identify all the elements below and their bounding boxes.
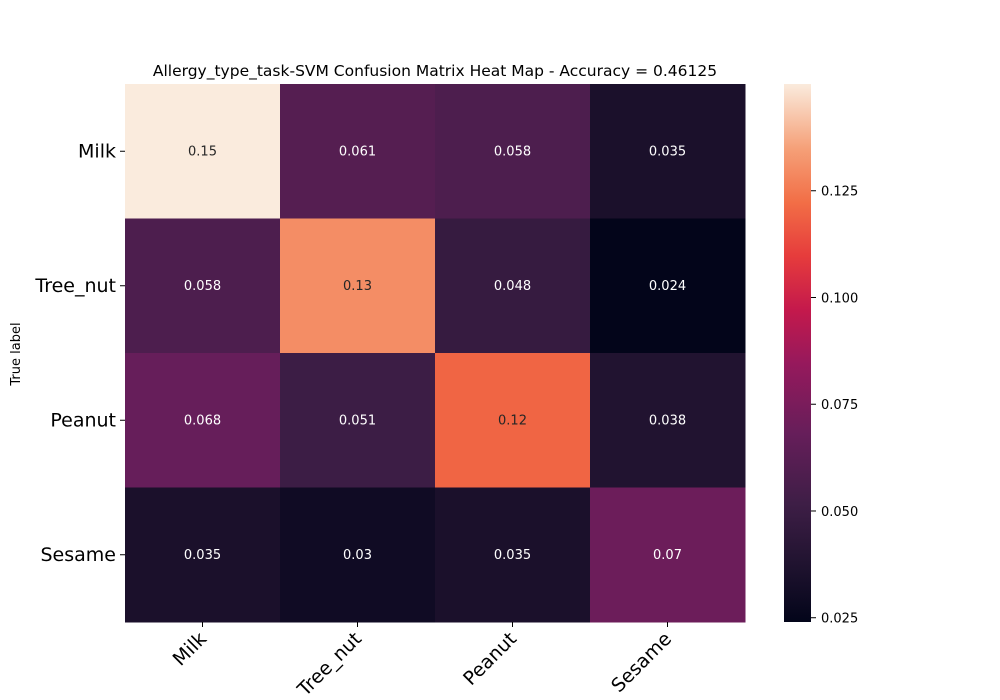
heatmap-cell (125, 353, 281, 488)
cell-value-label: 0.051 (339, 413, 376, 428)
heatmap-cell (280, 353, 436, 488)
heatmap-cells: 0.15 0.061 0.058 0.035 0.058 0.13 0.048 0.024 0.… (125, 84, 746, 623)
heatmap-cell (435, 353, 591, 488)
row-tick-label: Peanut (50, 409, 116, 431)
cell-value-label: 0.058 (494, 144, 531, 159)
heatmap-cell (435, 487, 591, 623)
cell-value-label: 0.038 (649, 413, 686, 428)
colorbar-tick-label: 0.050 (821, 505, 858, 520)
heatmap-cell (280, 218, 436, 354)
colorbar-tick-label: 0.025 (821, 612, 858, 627)
y-axis-label: True label (9, 322, 24, 386)
cell-value-label: 0.07 (653, 548, 682, 563)
cell-value-label: 0.13 (343, 279, 372, 294)
heatmap-cell (280, 487, 436, 623)
column-tick-label: Tree_nut (293, 628, 366, 700)
cell-value-label: 0.024 (649, 279, 686, 294)
cell-value-label: 0.061 (339, 144, 376, 159)
row-tick-labels: Milk Tree_nut Peanut Sesame (34, 140, 125, 566)
row-tick-label: Sesame (41, 544, 117, 566)
column-tick-label: Peanut (459, 628, 521, 690)
cell-value-label: 0.03 (343, 548, 372, 563)
heatmap-cell (435, 84, 591, 219)
column-tick-labels: Milk Tree_nut Peanut Sesame (169, 622, 676, 700)
heatmap-cell (590, 84, 746, 219)
cell-value-label: 0.15 (188, 144, 217, 159)
colorbar: 0.025 0.050 0.075 0.100 0.125 (784, 84, 858, 627)
heatmap-cell (590, 218, 746, 354)
heatmap-cell (125, 84, 281, 219)
heatmap-cell (125, 487, 281, 623)
cell-value-label: 0.068 (184, 413, 221, 428)
heatmap-cell (125, 218, 281, 354)
cell-value-label: 0.035 (494, 548, 531, 563)
heatmap-cell (435, 218, 591, 354)
chart-title: Allergy_type_task-SVM Confusion Matrix H… (153, 62, 717, 81)
row-tick-label: Tree_nut (34, 275, 116, 297)
cell-value-label: 0.035 (649, 144, 686, 159)
cell-value-label: 0.12 (498, 413, 527, 428)
colorbar-tick-label: 0.100 (821, 291, 858, 306)
colorbar-gradient (784, 84, 811, 622)
cell-value-label: 0.048 (494, 279, 531, 294)
colorbar-tick-label: 0.075 (821, 398, 858, 413)
heatmap-cell (590, 353, 746, 488)
heatmap-cell (280, 84, 436, 219)
colorbar-tick-label: 0.125 (821, 185, 858, 200)
column-tick-label: Milk (169, 628, 211, 670)
row-tick-label: Milk (78, 140, 116, 162)
cell-value-label: 0.035 (184, 548, 221, 563)
cell-value-label: 0.058 (184, 279, 221, 294)
column-tick-label: Sesame (607, 628, 676, 697)
heatmap-cell (590, 487, 746, 623)
